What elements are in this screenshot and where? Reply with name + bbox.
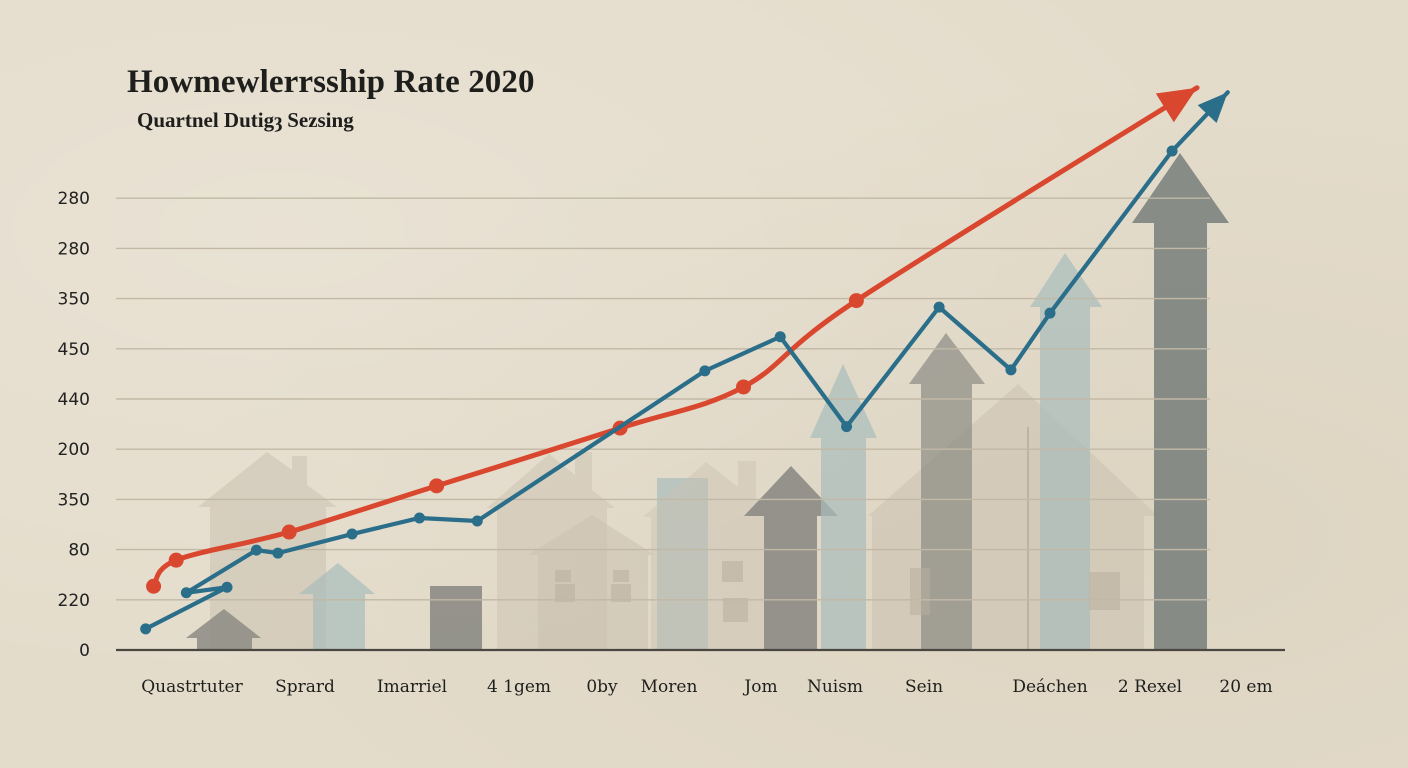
blue-series-point xyxy=(1044,307,1056,319)
house-window xyxy=(555,584,575,602)
x-tick-label: Nuism xyxy=(807,677,863,697)
red-trend-point xyxy=(168,552,184,568)
x-tick-label: Sein xyxy=(905,677,943,697)
blue-series-point xyxy=(699,365,711,377)
blue-series-line xyxy=(143,90,1230,632)
blue-series-point xyxy=(471,515,483,527)
blue-series-point xyxy=(250,544,262,556)
blue-series-point xyxy=(1005,364,1017,376)
red-trend-point xyxy=(146,578,162,594)
house-window xyxy=(910,568,930,615)
house-window xyxy=(722,561,743,582)
x-tick-label: 2 Rexel xyxy=(1118,677,1182,697)
x-tick-label: Imarriel xyxy=(377,677,447,697)
blue-series-point xyxy=(272,547,284,559)
blue-series-point xyxy=(841,421,853,433)
blue-series-point xyxy=(221,581,233,593)
chart-title: Howmewlerrsship Rate 2020 xyxy=(127,64,535,100)
x-tick-label: 0by xyxy=(586,677,618,697)
y-tick-label: 220 xyxy=(58,591,90,611)
background-arrow-shape xyxy=(299,563,375,650)
x-tick-label: 20 em xyxy=(1219,677,1272,697)
blue-series-point xyxy=(413,512,425,524)
blue-series-point xyxy=(140,623,152,635)
house-window xyxy=(613,570,629,582)
house-window xyxy=(555,570,571,582)
y-tick-label: 350 xyxy=(58,490,90,510)
series-layer xyxy=(140,85,1230,635)
x-tick-label: Quastrtuter xyxy=(141,677,243,697)
x-tick-label: Sprard xyxy=(275,677,335,697)
red-trend-point xyxy=(736,379,752,395)
red-trend-point xyxy=(281,524,297,540)
red-trend-point xyxy=(429,478,445,494)
y-tick-label: 350 xyxy=(58,290,90,310)
y-tick-label: 450 xyxy=(58,340,90,360)
blue-series-point xyxy=(346,528,358,540)
blue-series-point xyxy=(933,301,945,313)
y-tick-label: 440 xyxy=(58,390,90,410)
x-tick-label: Deáchen xyxy=(1012,677,1087,697)
red-trend-point xyxy=(848,293,864,309)
blue-series-point xyxy=(1166,145,1178,157)
house-window xyxy=(611,584,631,602)
x-tick-label: Jom xyxy=(742,677,777,697)
y-tick-label: 0 xyxy=(79,641,90,661)
house-window xyxy=(1089,572,1120,610)
y-tick-label: 200 xyxy=(58,440,90,460)
red-trend-arrow-head xyxy=(1155,87,1198,123)
x-tick-label: Moren xyxy=(641,677,698,697)
y-axis-ticks: 0 220 80 350 200 440 450 350 280 280 xyxy=(58,189,90,661)
background-arrow-shape xyxy=(1132,153,1229,650)
y-tick-label: 80 xyxy=(68,541,90,561)
background-arrow-shape xyxy=(810,364,877,650)
house-window xyxy=(723,598,748,622)
x-axis-ticks: Quastrtuter Sprard Imarriel 4 1gem 0by Moren J… xyxy=(141,677,1272,697)
background-house-shape xyxy=(528,515,655,650)
background-bar-shape xyxy=(430,586,482,650)
background-illustration xyxy=(186,153,1229,650)
x-tick-label: 4 1gem xyxy=(487,677,551,697)
y-tick-label: 280 xyxy=(58,239,90,259)
y-tick-label: 280 xyxy=(58,189,90,209)
background-arrow-shape xyxy=(1030,253,1102,650)
background-arrow-shape xyxy=(186,609,261,650)
background-bar-shape xyxy=(657,478,708,650)
background-arrow-shape xyxy=(744,466,838,650)
blue-series-point xyxy=(774,331,786,343)
blue-series-arrow-head xyxy=(1197,92,1228,123)
chart-subtitle: Quartnel Dutigȝ Sezsing xyxy=(137,108,354,132)
blue-series-point xyxy=(180,587,192,599)
